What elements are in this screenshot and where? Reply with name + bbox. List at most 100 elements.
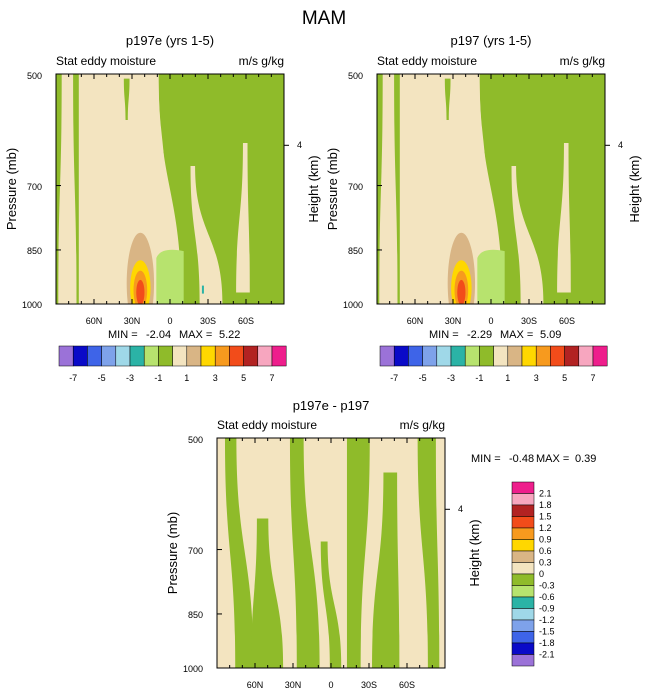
- colorbar-swatch: [511, 481, 535, 494]
- colorbar-swatch: [87, 345, 102, 367]
- tan-region-south: [511, 166, 544, 304]
- colorbar-swatch: [564, 345, 580, 367]
- x-tick-label: 60S: [238, 316, 254, 326]
- colorbar-label: -1: [154, 373, 162, 383]
- colorbar-swatch: [115, 345, 131, 367]
- colorbar-label: 1: [184, 373, 189, 383]
- y-axis-label: Pressure (mb): [325, 148, 340, 230]
- colorbar-label: 1.8: [539, 500, 552, 510]
- colorbar-swatch: [511, 642, 535, 655]
- colorbar-label: 0.9: [539, 535, 552, 545]
- green-region: [346, 438, 370, 668]
- colorbar-label: -1.5: [539, 627, 555, 637]
- right-label: m/s g/kg: [400, 418, 445, 432]
- colorbar-label: -1.2: [539, 615, 555, 625]
- y2-axis-label: Height (km): [467, 519, 482, 586]
- tan-region-equator: [434, 74, 503, 304]
- min-value: -2.29: [467, 329, 492, 341]
- plot-area: [56, 74, 284, 304]
- colorbar-label: -5: [419, 373, 427, 383]
- colorbar-swatch: [511, 550, 535, 563]
- panel-title: p197e - p197: [293, 398, 370, 413]
- tan-region-narrow: [144, 74, 166, 201]
- left-label: Stat eddy moisture: [377, 54, 477, 68]
- blue-dot: [201, 285, 204, 294]
- panel-bottom-diff: p197e - p197 Stat eddy moisture m/s g/kg…: [165, 398, 596, 690]
- y-tick-label: 1000: [343, 300, 363, 310]
- x-tick-label: 0: [488, 316, 493, 326]
- max-label: MAX =: [536, 453, 569, 465]
- colorbar-label: 0: [539, 569, 544, 579]
- x-tick-label: 60S: [559, 316, 575, 326]
- colorbar-swatch: [200, 345, 216, 367]
- peak-level-4: [136, 279, 145, 304]
- panel-title: p197e (yrs 1-5): [126, 33, 214, 48]
- green-region: [372, 472, 400, 668]
- colorbar-swatch: [507, 345, 523, 367]
- colorbar-top-left: -7 -5 -3 -1 1 3 5 7: [58, 345, 287, 383]
- y-tick-label: 1000: [22, 300, 42, 310]
- max-label: MAX =: [179, 329, 212, 341]
- x-tick-label: 60N: [247, 680, 264, 690]
- y-tick-label: 700: [188, 546, 203, 556]
- plot-area: [217, 438, 445, 668]
- page-title: MAM: [302, 8, 346, 29]
- y-tick-label: 850: [27, 246, 42, 256]
- colorbar-swatch: [521, 345, 537, 367]
- colorbar-swatch: [511, 539, 535, 552]
- colorbar-label: 7: [590, 373, 595, 383]
- y2-tick-label: 4: [458, 504, 463, 514]
- colorbar-label: -3: [126, 373, 134, 383]
- right-label: m/s g/kg: [239, 54, 284, 68]
- light-green-patch: [156, 249, 184, 304]
- min-label: MIN =: [108, 329, 138, 341]
- colorbar-swatch: [101, 345, 117, 367]
- green-strip: [444, 78, 451, 120]
- colorbar-swatch: [172, 345, 188, 367]
- y-tick-label: 500: [27, 71, 42, 81]
- colorbar-swatch: [493, 345, 509, 367]
- colorbar-label: -3: [447, 373, 455, 383]
- colorbar-diff: 2.11.8 1.51.2 0.90.6 0.30 -0.3-0.6 -0.9-1.2 -1…: [511, 481, 555, 667]
- colorbar-label: -7: [390, 373, 398, 383]
- colorbar-swatch: [408, 345, 423, 367]
- colorbar-label: -2.1: [539, 650, 555, 660]
- y2-axis-label: Height (km): [627, 155, 642, 222]
- y2-axis-label: Height (km): [306, 155, 321, 222]
- panel-top-left: p197e (yrs 1-5) Stat eddy moisture m/s g…: [4, 33, 321, 341]
- colorbar-swatch: [422, 345, 438, 367]
- tan-region-south: [190, 166, 223, 304]
- colorbar-swatch: [511, 596, 535, 609]
- colorbar-swatch: [186, 345, 202, 367]
- right-label: m/s g/kg: [560, 54, 605, 68]
- tan-region-narrow: [465, 74, 487, 201]
- x-tick-label: 0: [167, 316, 172, 326]
- x-tick-label: 30N: [445, 316, 462, 326]
- colorbar-swatch: [257, 345, 273, 367]
- colorbar-label: 0.3: [539, 558, 552, 568]
- x-tick-label: 30S: [521, 316, 537, 326]
- colorbar-label: 0.6: [539, 546, 552, 556]
- colorbar-swatch: [129, 345, 145, 367]
- colorbar-swatch: [143, 345, 159, 367]
- left-label: Stat eddy moisture: [56, 54, 156, 68]
- colorbar-swatch: [535, 345, 551, 367]
- colorbar-swatch: [58, 345, 74, 367]
- x-tick-label: 60N: [86, 316, 103, 326]
- panel-top-right: p197 (yrs 1-5) Stat eddy moisture m/s g/…: [325, 33, 642, 341]
- x-tick-label: 30S: [361, 680, 377, 690]
- colorbar-label: -5: [98, 373, 106, 383]
- x-tick-label: 30S: [200, 316, 216, 326]
- y-tick-label: 500: [188, 435, 203, 445]
- y-tick-label: 850: [348, 246, 363, 256]
- colorbar-swatch: [511, 608, 535, 621]
- max-value: 0.39: [575, 453, 596, 465]
- colorbar-swatch: [379, 345, 395, 367]
- colorbar-swatch: [511, 619, 535, 632]
- colorbar-swatch: [229, 345, 244, 367]
- colorbar-swatch: [450, 345, 466, 367]
- colorbar-label: 5: [241, 373, 246, 383]
- colorbar-swatch: [511, 631, 535, 644]
- colorbar-label: 3: [534, 373, 539, 383]
- colorbar-swatch: [592, 345, 608, 367]
